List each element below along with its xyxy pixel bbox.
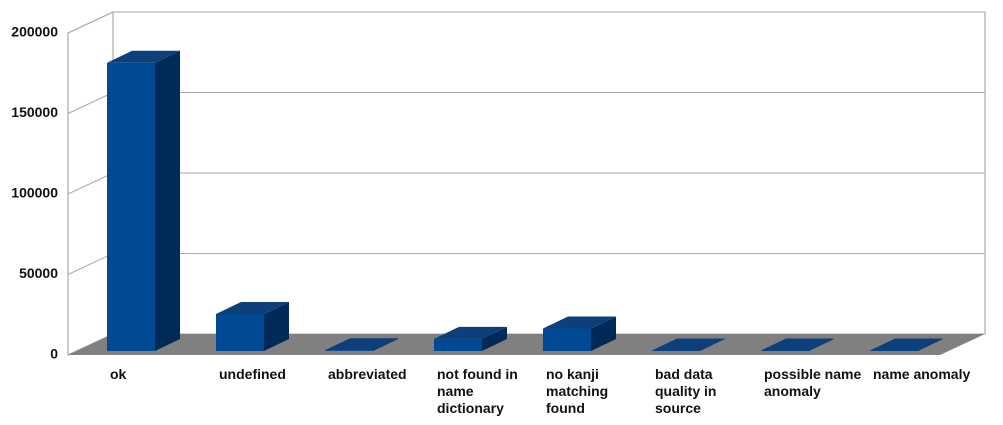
bar-side xyxy=(809,338,834,351)
x-tick-label: ok xyxy=(110,366,127,382)
x-tick-label: bad data quality in source xyxy=(655,366,717,416)
bar-top xyxy=(434,326,507,339)
bar-top xyxy=(870,338,943,351)
y-tick-label: 100000 xyxy=(11,185,58,201)
bar-top xyxy=(543,316,616,329)
y-tick-label: 150000 xyxy=(11,104,58,120)
x-tick-label: not found in name dictionary xyxy=(437,366,518,416)
bar xyxy=(325,338,398,351)
bar xyxy=(761,338,834,351)
bar xyxy=(543,316,616,351)
bar-front xyxy=(434,338,482,351)
bar-top xyxy=(216,301,289,314)
bar xyxy=(434,326,507,351)
y-tick-label: 0 xyxy=(50,346,58,362)
bar-front xyxy=(107,62,155,352)
bar xyxy=(216,301,289,351)
bar-front xyxy=(543,328,591,351)
x-tick-label: possible name anomaly xyxy=(764,366,862,399)
bar-top xyxy=(107,50,180,63)
bar xyxy=(107,50,180,352)
bar xyxy=(870,338,943,351)
bar-side xyxy=(591,316,616,351)
x-tick-label: no kanji matching found xyxy=(546,366,609,416)
floor xyxy=(68,334,985,355)
bar-side xyxy=(700,338,725,351)
bar-top xyxy=(652,338,725,351)
bar-top xyxy=(761,338,834,351)
grid-line xyxy=(67,11,985,34)
bar-front xyxy=(325,350,373,351)
bar xyxy=(652,338,725,351)
bar-side xyxy=(482,326,507,351)
bar-front xyxy=(216,313,264,351)
x-tick-label: abbreviated xyxy=(328,366,407,382)
bar-side xyxy=(264,301,289,351)
bar-side xyxy=(373,338,398,351)
bar-side xyxy=(918,338,943,351)
x-tick-label: name anomaly xyxy=(873,366,971,382)
y-tick-label: 200000 xyxy=(11,24,58,40)
bar-side xyxy=(155,50,180,352)
bar-top xyxy=(325,338,398,351)
y-tick-label: 50000 xyxy=(19,265,58,281)
x-tick-label: undefined xyxy=(219,366,286,382)
